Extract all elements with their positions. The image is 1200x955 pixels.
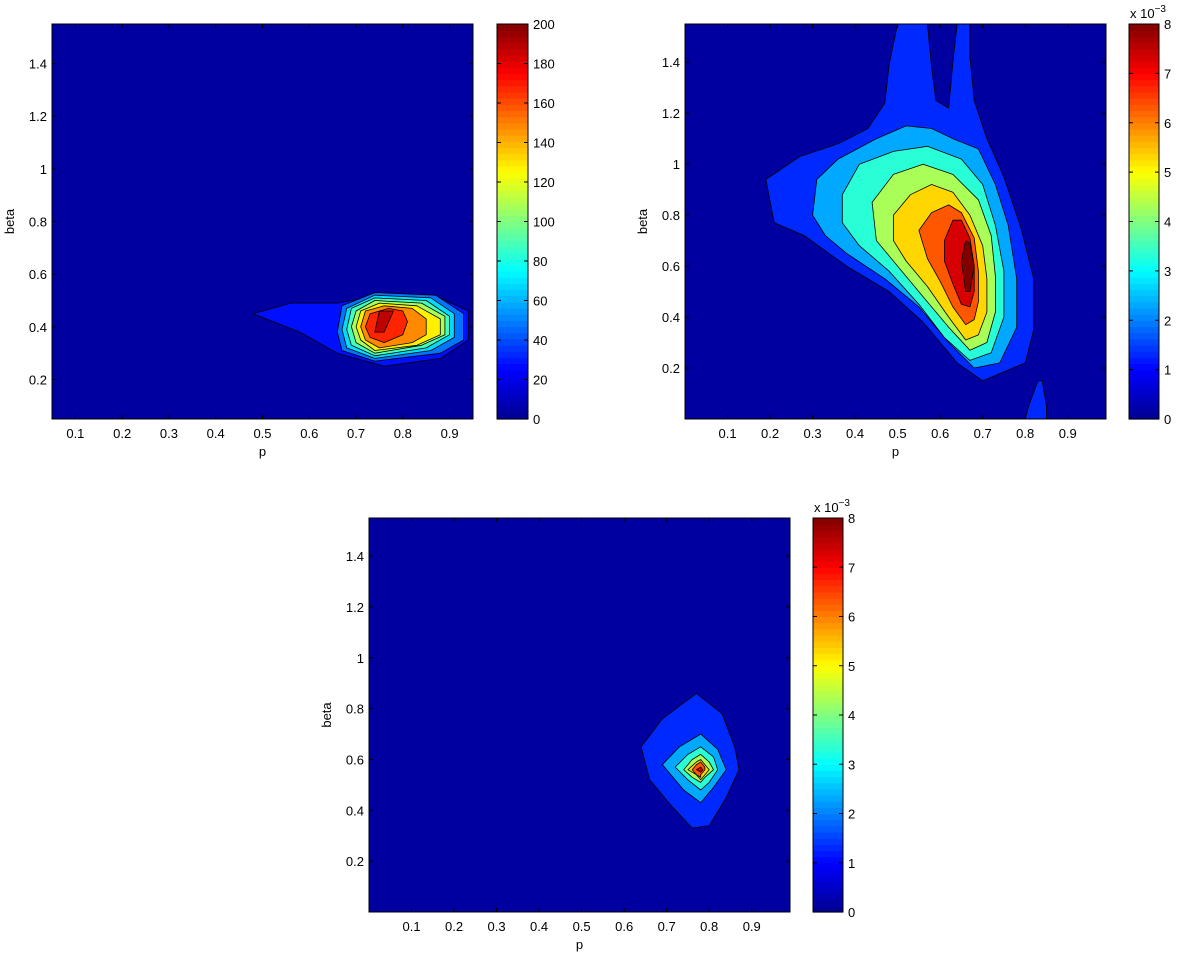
y-tick-label: 1.2 bbox=[662, 106, 680, 121]
colorbar-tick-label: 5 bbox=[848, 659, 855, 674]
y-tick-label: 1.4 bbox=[662, 55, 680, 70]
x-tick-label: 0.8 bbox=[394, 426, 412, 441]
colorbar-tick-label: 6 bbox=[1164, 116, 1171, 131]
contour-panel-1: 0.1 0.2 0.3 0.4 0.5 0.6 0.7 0.8 0.9 0.2 0.4 0.6 0.8 1… bbox=[2, 17, 555, 459]
x-tick-label: 0.2 bbox=[761, 426, 779, 441]
y-tick-label: 1.2 bbox=[346, 600, 364, 615]
colorbar-tick-label: 200 bbox=[533, 17, 555, 32]
y-tick-label: 1.4 bbox=[346, 549, 364, 564]
plot-frame bbox=[684, 23, 1107, 420]
colorbar-tick-label: 100 bbox=[533, 215, 555, 230]
y-tick-label: 0.2 bbox=[346, 854, 364, 869]
contour-level bbox=[961, 240, 975, 293]
y-tick-label: 0.6 bbox=[662, 259, 680, 274]
x-tick-label: 0.4 bbox=[530, 919, 548, 934]
x-tick-label: 0.1 bbox=[718, 426, 736, 441]
y-tick-label: 0.2 bbox=[662, 361, 680, 376]
x-tick-label: 0.4 bbox=[846, 426, 864, 441]
x-tick-label: 0.9 bbox=[441, 426, 459, 441]
y-tick-label: 0.8 bbox=[29, 215, 47, 230]
colorbar-tick-label: 120 bbox=[533, 175, 555, 190]
y-axis-label: beta bbox=[319, 702, 334, 728]
x-tick-label: 0.2 bbox=[445, 919, 463, 934]
x-tick-label: 0.8 bbox=[700, 919, 718, 934]
colorbar-tick-label: 5 bbox=[1164, 165, 1171, 180]
colorbar: 0 1 2 3 4 5 6 7 8x 10−3 bbox=[1128, 4, 1171, 427]
colorbar-exponent: x 10−3 bbox=[1130, 4, 1166, 21]
contour-panel-3: 0.1 0.2 0.3 0.4 0.5 0.6 0.7 0.8 0.9 0.2 0.4 0.6 0.8 1… bbox=[319, 498, 855, 952]
x-axis-label: p bbox=[892, 444, 899, 459]
x-tick-label: 0.8 bbox=[1016, 426, 1034, 441]
colorbar: 0 1 2 3 4 5 6 7 8x 10−3 bbox=[812, 498, 855, 920]
x-tick-label: 0.6 bbox=[615, 919, 633, 934]
y-tick-label: 1.4 bbox=[29, 57, 47, 72]
colorbar-tick-label: 180 bbox=[533, 57, 555, 72]
colorbar-tick-label: 6 bbox=[848, 610, 855, 625]
colorbar-tick-label: 20 bbox=[533, 373, 547, 388]
colorbar: 0 20 40 60 80 100 120 140 160 180 200 bbox=[496, 17, 555, 427]
x-axis-label: p bbox=[576, 937, 583, 952]
x-tick-label: 0.7 bbox=[347, 426, 365, 441]
colorbar-tick-label: 2 bbox=[1164, 313, 1171, 328]
x-tick-label: 0.5 bbox=[889, 426, 907, 441]
x-tick-label: 0.4 bbox=[207, 426, 225, 441]
colorbar-tick-label: 40 bbox=[533, 333, 547, 348]
x-tick-label: 0.7 bbox=[658, 919, 676, 934]
x-tick-label: 0.3 bbox=[160, 426, 178, 441]
colorbar-tick-label: 1 bbox=[1164, 363, 1171, 378]
y-tick-label: 0.4 bbox=[662, 310, 680, 325]
x-tick-label: 0.1 bbox=[66, 426, 84, 441]
contour-level bbox=[374, 310, 394, 333]
colorbar-tick-label: 80 bbox=[533, 254, 547, 269]
y-tick-label: 0.4 bbox=[29, 320, 47, 335]
colorbar-tick-label: 4 bbox=[1164, 215, 1171, 230]
y-tick-label: 0.4 bbox=[346, 803, 364, 818]
y-tick-label: 0.6 bbox=[346, 752, 364, 767]
x-tick-label: 0.9 bbox=[743, 919, 761, 934]
x-axis-label: p bbox=[259, 444, 266, 459]
plot-frame bbox=[368, 517, 791, 913]
colorbar-tick-label: 140 bbox=[533, 136, 555, 151]
y-axis-label: beta bbox=[2, 208, 17, 234]
y-tick-label: 0.8 bbox=[346, 702, 364, 717]
x-tick-label: 0.6 bbox=[931, 426, 949, 441]
y-tick-label: 0.8 bbox=[662, 208, 680, 223]
y-tick-label: 0.6 bbox=[29, 267, 47, 282]
y-tick-label: 1 bbox=[673, 157, 680, 172]
contour-background bbox=[369, 518, 790, 912]
colorbar-tick-label: 160 bbox=[533, 96, 555, 111]
y-axis-label: beta bbox=[635, 208, 650, 234]
colorbar-tick-label: 3 bbox=[1164, 264, 1171, 279]
y-tick-label: 1.2 bbox=[29, 109, 47, 124]
colorbar-tick-label: 0 bbox=[848, 905, 855, 920]
x-tick-label: 0.3 bbox=[488, 919, 506, 934]
y-tick-label: 1 bbox=[40, 162, 47, 177]
x-tick-label: 0.1 bbox=[402, 919, 420, 934]
x-tick-label: 0.7 bbox=[974, 426, 992, 441]
x-tick-label: 0.5 bbox=[253, 426, 271, 441]
x-tick-label: 0.9 bbox=[1059, 426, 1077, 441]
y-tick-label: 1 bbox=[357, 651, 364, 666]
y-tick-label: 0.2 bbox=[29, 373, 47, 388]
colorbar-tick-label: 7 bbox=[1164, 66, 1171, 81]
colorbar-tick-label: 0 bbox=[533, 412, 540, 427]
colorbar-tick-label: 3 bbox=[848, 757, 855, 772]
colorbar-tick-label: 8 bbox=[848, 511, 855, 526]
colorbar-tick-label: 60 bbox=[533, 294, 547, 309]
colorbar-exponent: x 10−3 bbox=[814, 498, 850, 515]
colorbar-tick-label: 7 bbox=[848, 560, 855, 575]
contour-level bbox=[1024, 380, 1047, 419]
x-tick-label: 0.6 bbox=[300, 426, 318, 441]
colorbar-tick-label: 0 bbox=[1164, 412, 1171, 427]
x-tick-label: 0.5 bbox=[573, 919, 591, 934]
colorbar-tick-label: 8 bbox=[1164, 17, 1171, 32]
x-tick-label: 0.3 bbox=[804, 426, 822, 441]
contour-panel-2: 0.1 0.2 0.3 0.4 0.5 0.6 0.7 0.8 0.9 0.2 0.4 0.6 0.8 1… bbox=[635, 4, 1171, 459]
colorbar-tick-label: 2 bbox=[848, 807, 855, 822]
colorbar-tick-label: 4 bbox=[848, 708, 855, 723]
contour-level bbox=[696, 766, 704, 773]
x-tick-label: 0.2 bbox=[113, 426, 131, 441]
colorbar-tick-label: 1 bbox=[848, 856, 855, 871]
